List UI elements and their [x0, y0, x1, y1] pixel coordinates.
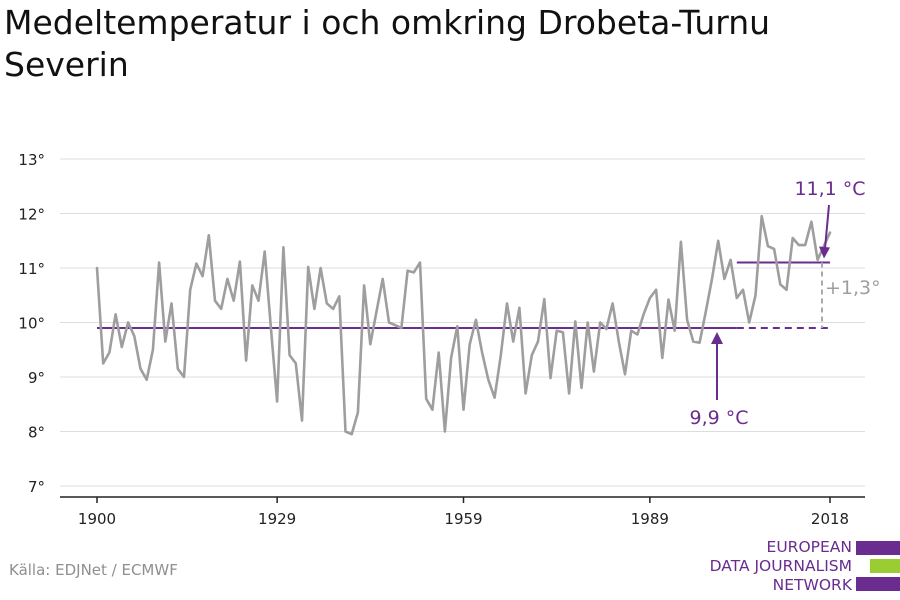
logo-line-1: EUROPEAN: [766, 538, 852, 556]
annotation-long-term-mean: 9,9 °C: [689, 407, 748, 429]
y-tick-label: 11°: [18, 260, 45, 278]
annotation-recent-mean: 11,1 °C: [794, 178, 865, 200]
x-tick-label: 1959: [444, 510, 482, 528]
arrow-long-term-mean-head: [711, 331, 723, 344]
x-tick-label: 1929: [258, 510, 296, 528]
x-tick-label: 1900: [78, 510, 116, 528]
y-tick-labels: 7° 8° 9° 10° 11° 12° 13°: [18, 151, 45, 496]
x-axis: [60, 496, 865, 503]
logo-bar-purple-top: [856, 541, 900, 555]
x-tick-labels: 1900 1929 1959 1989 2018: [78, 510, 849, 528]
title-line-1: Medeltemperatur i och omkring Drobeta-Tu…: [4, 3, 771, 42]
series-line-0: [95, 214, 832, 436]
page-title: Medeltemperatur i och omkring Drobeta-Tu…: [4, 2, 884, 86]
y-tick-label: 10°: [18, 315, 45, 333]
y-tick-label: 9°: [28, 369, 45, 387]
logo-line-3: NETWORK: [772, 576, 852, 594]
arrow-recent-mean-head: [819, 246, 830, 259]
title-line-2: Severin: [4, 45, 129, 84]
arrow-recent-mean-shaft: [824, 204, 830, 249]
y-tick-label: 13°: [18, 151, 45, 169]
annotation-difference: +1,3°: [825, 277, 881, 299]
logo-bar-purple-bottom: [856, 577, 900, 591]
logo-line-2: DATA JOURNALISM: [709, 557, 852, 575]
source-credit: Källa: EDJNet / ECMWF: [9, 561, 178, 579]
grid-layer: [60, 158, 865, 487]
y-tick-label: 7°: [28, 478, 45, 496]
x-tick-label: 2018: [811, 510, 849, 528]
edjnet-logo: EUROPEAN DATA JOURNALISM NETWORK: [700, 537, 900, 597]
logo-bar-green: [870, 559, 900, 573]
y-tick-label: 12°: [18, 206, 45, 224]
reference-lines: [97, 261, 830, 329]
y-tick-label: 8°: [28, 424, 45, 442]
x-tick-label: 1989: [631, 510, 669, 528]
annotations: 11,1 °C 9,9 °C +1,3°: [689, 178, 880, 429]
series-layer: [95, 214, 832, 436]
